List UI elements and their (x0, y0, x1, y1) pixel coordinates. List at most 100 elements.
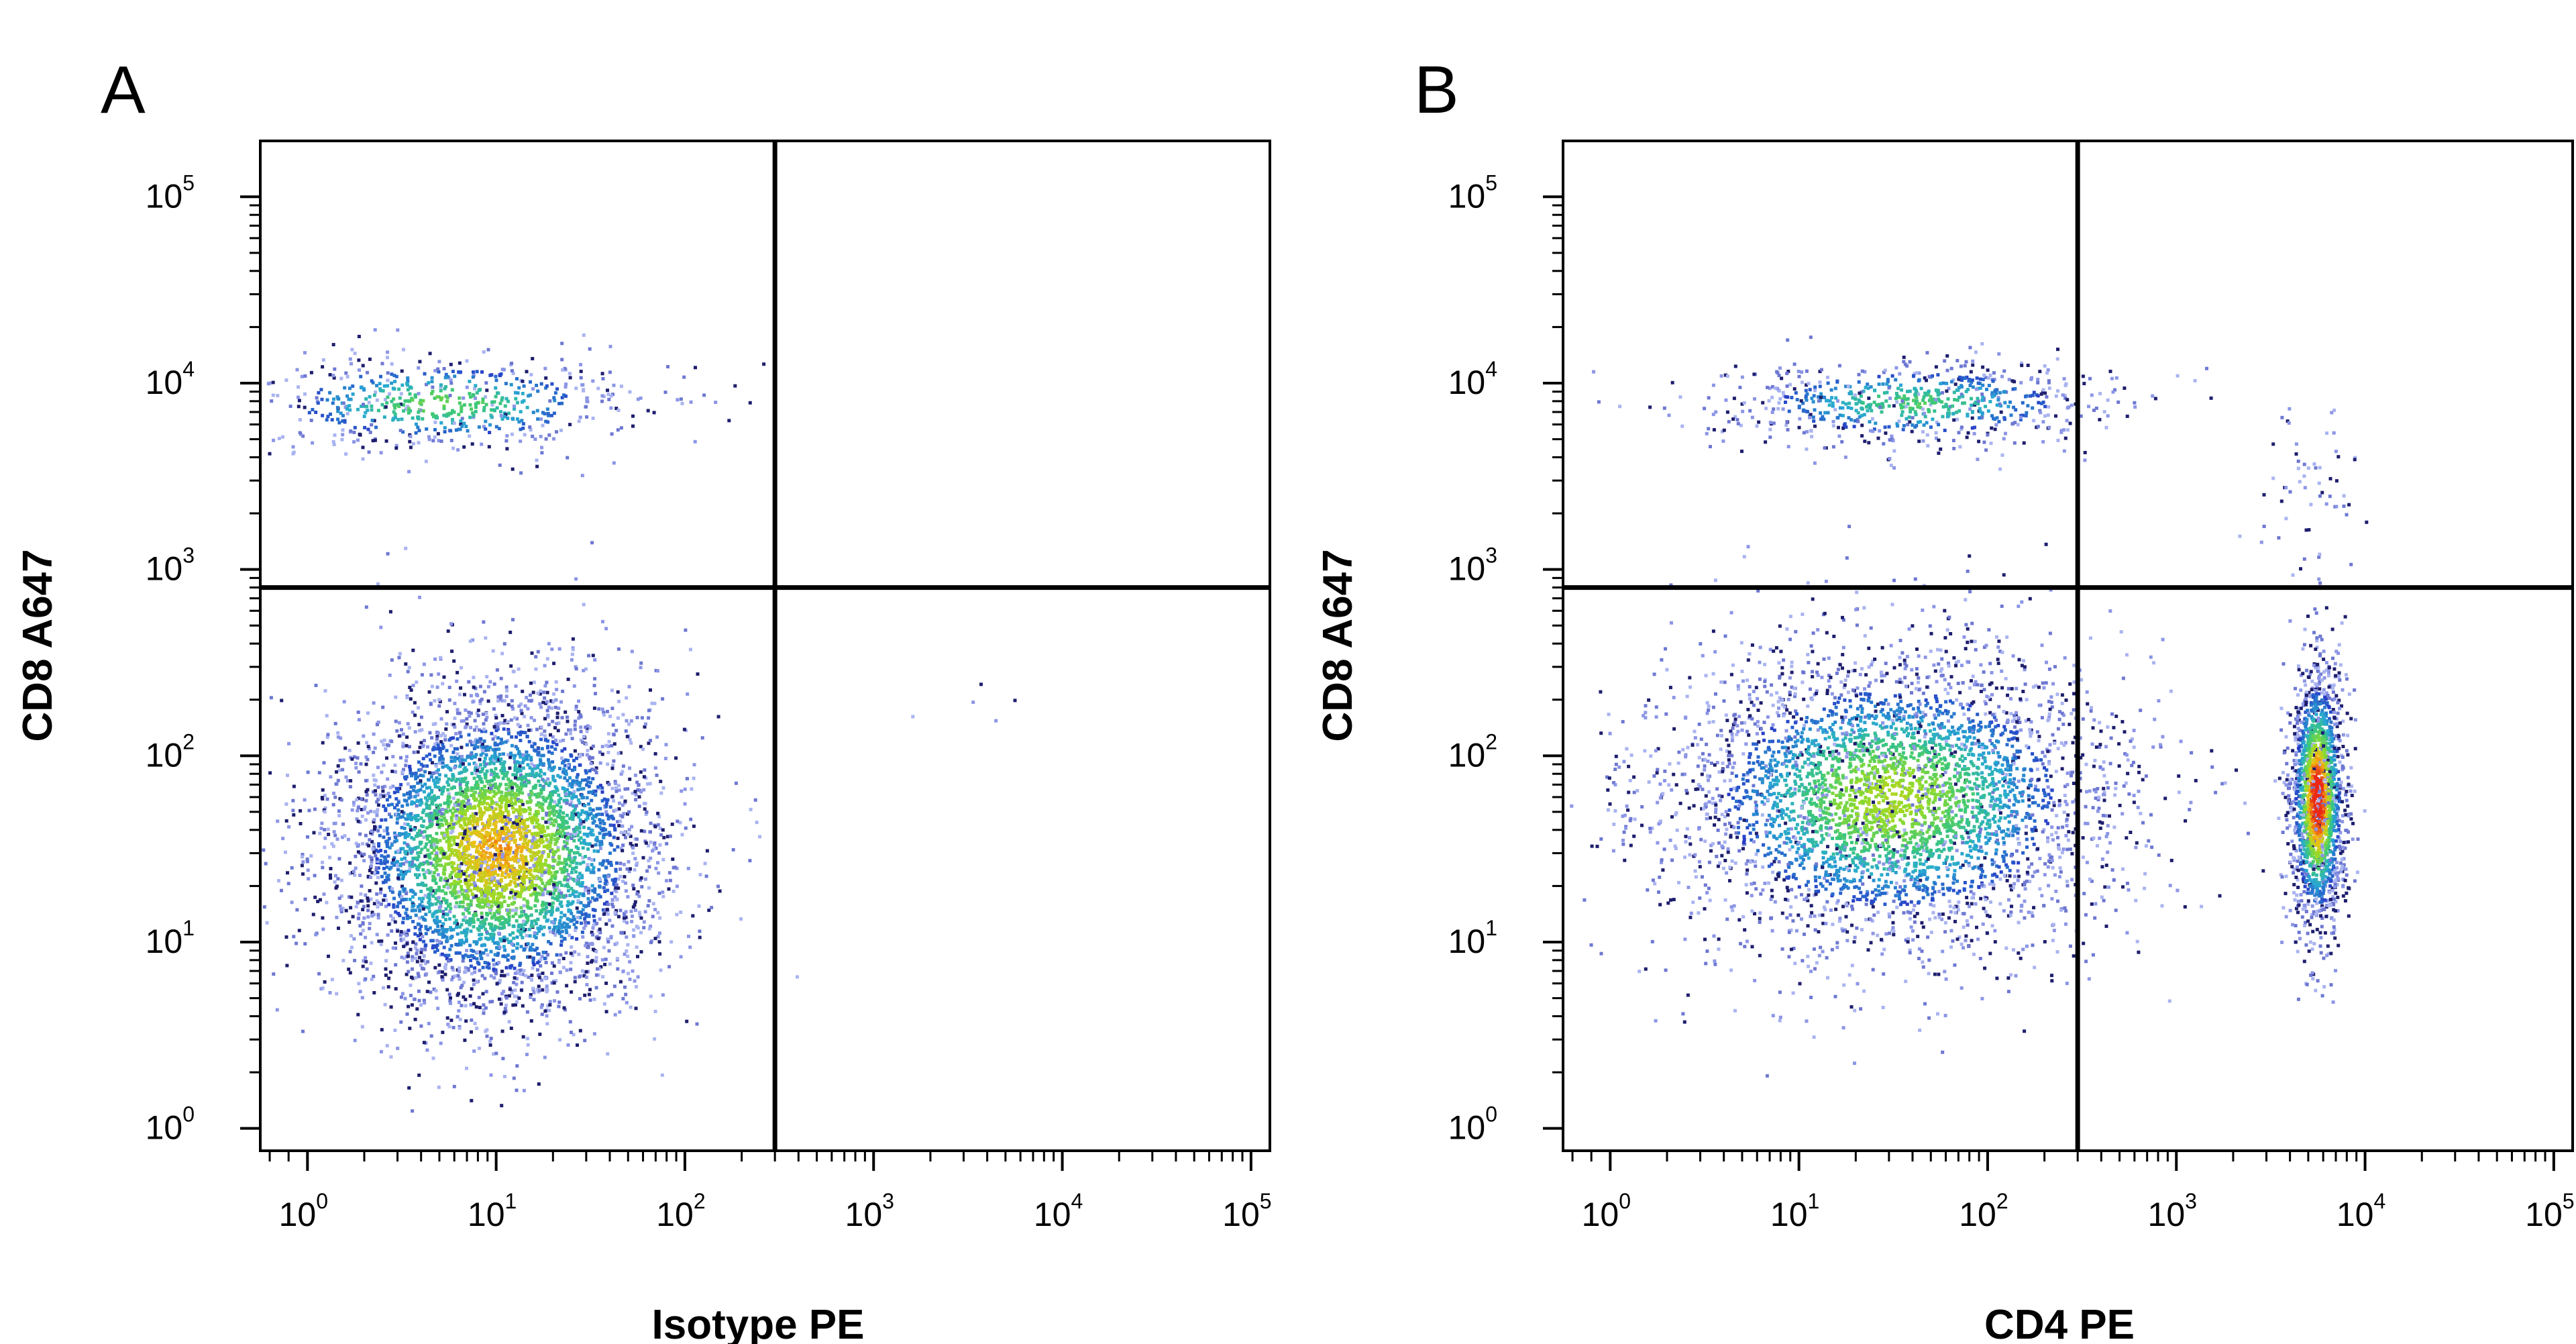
event-dot (341, 433, 345, 437)
event-dot (622, 812, 626, 816)
event-dot (422, 662, 426, 666)
event-dot (445, 710, 449, 714)
event-dot (588, 807, 592, 811)
event-dot (475, 370, 479, 374)
event-dot (525, 831, 529, 835)
event-dot (473, 826, 477, 830)
event-dot (586, 955, 590, 959)
event-dot (362, 904, 366, 909)
event-dot (488, 878, 492, 881)
event-dot (573, 768, 577, 772)
event-dot (479, 872, 483, 876)
event-dot (445, 414, 449, 418)
event-dot (427, 871, 431, 875)
event-dot (597, 967, 601, 971)
event-dot (464, 932, 468, 936)
event-dot (416, 781, 420, 785)
event-dot (561, 870, 566, 874)
event-dot (417, 706, 420, 710)
event-dot (417, 760, 421, 764)
event-dot (374, 866, 378, 870)
event-dot (529, 728, 533, 732)
event-dot (455, 747, 460, 751)
event-dot (540, 747, 544, 751)
event-dot (492, 762, 496, 766)
event-dot (445, 935, 449, 939)
event-dot (469, 395, 472, 399)
event-dot (530, 651, 534, 655)
event-dot (421, 862, 425, 866)
event-dot (670, 822, 674, 826)
event-dot (341, 768, 345, 772)
event-dot (515, 784, 519, 788)
event-dot (538, 876, 542, 880)
event-dot (558, 809, 562, 813)
event-dot (584, 975, 588, 979)
event-dot (511, 467, 515, 471)
event-dot (488, 1000, 492, 1004)
event-dot (458, 771, 462, 775)
event-dot (329, 867, 333, 870)
event-dot (320, 821, 324, 825)
event-dot (559, 900, 563, 904)
event-dot (486, 886, 490, 890)
event-dot (446, 788, 450, 792)
event-dot (564, 875, 568, 879)
event-dot (375, 811, 379, 815)
event-dot (480, 828, 484, 832)
event-dot (534, 843, 538, 847)
event-dot (533, 837, 537, 841)
event-dot (506, 862, 510, 866)
event-dot (568, 933, 572, 937)
event-dot (639, 878, 643, 882)
event-dot (571, 892, 575, 896)
event-dot (635, 837, 639, 841)
event-dot (540, 451, 544, 455)
event-dot (614, 407, 619, 411)
event-dot (653, 766, 657, 770)
event-dot (446, 629, 450, 633)
event-dot (466, 921, 470, 925)
event-dot (490, 415, 494, 419)
event-dot (555, 881, 559, 885)
event-dot (543, 884, 547, 888)
event-dot (427, 796, 431, 800)
event-dot (391, 784, 395, 788)
event-dot (515, 982, 519, 986)
event-dot (382, 880, 385, 884)
event-dot (349, 906, 353, 910)
event-dot (607, 397, 611, 401)
event-dot (442, 404, 446, 408)
event-dot (361, 446, 365, 450)
event-dot (546, 890, 550, 894)
event-dot (553, 705, 557, 709)
event-dot (671, 858, 675, 861)
event-dot (481, 397, 485, 401)
event-dot (437, 672, 441, 676)
event-dot (443, 966, 447, 969)
event-dot (509, 880, 513, 884)
event-dot (450, 870, 454, 874)
event-dot (639, 770, 643, 774)
event-dot (385, 1043, 389, 1047)
event-dot (471, 844, 475, 848)
event-dot (556, 774, 560, 778)
event-dot (354, 854, 358, 858)
event-dot (438, 761, 442, 765)
event-dot (546, 420, 550, 424)
event-dot (379, 891, 382, 895)
event-dot (319, 388, 323, 392)
event-dot (455, 711, 460, 715)
event-dot (600, 786, 604, 790)
event-dot (718, 889, 722, 893)
event-dot (492, 927, 496, 931)
event-dot (455, 993, 460, 997)
event-dot (534, 655, 538, 659)
event-dot (449, 439, 453, 442)
event-dot (541, 762, 545, 766)
event-dot (519, 782, 523, 786)
event-dot (517, 823, 521, 827)
event-dot (523, 433, 527, 437)
event-dot (546, 846, 550, 850)
event-dot (683, 802, 687, 806)
